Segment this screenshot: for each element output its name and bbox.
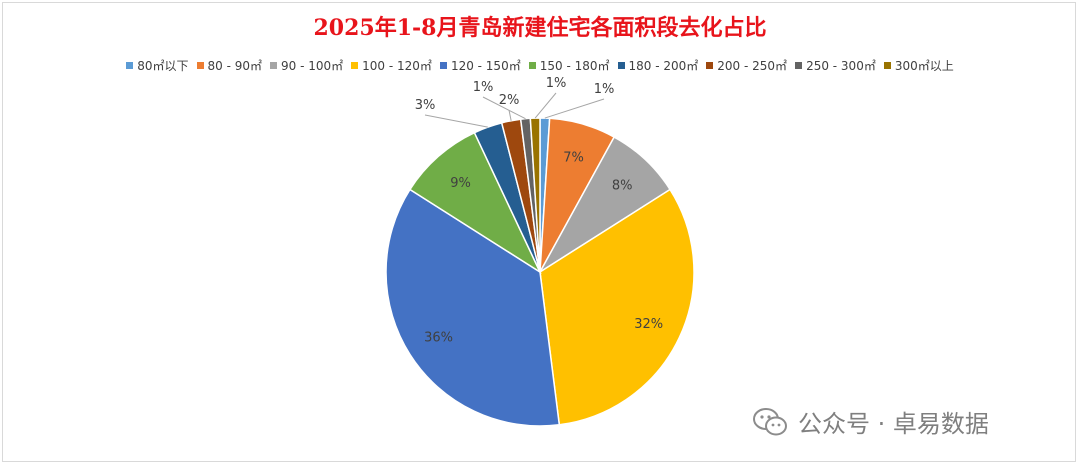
watermark: 公众号 · 卓易数据 — [752, 404, 989, 439]
pie-slice — [529, 117, 541, 273]
legend-item: 200 - 250㎡ — [706, 57, 787, 74]
legend-swatch — [883, 62, 891, 69]
slice-label: 1% — [594, 82, 615, 97]
watermark-text: 公众号 · 卓易数据 — [798, 410, 989, 438]
leader-line — [508, 109, 512, 121]
legend-item: 150 - 180㎡ — [528, 57, 610, 74]
legend-swatch — [617, 62, 625, 69]
legend-label: 250 - 300㎡ — [806, 59, 876, 73]
legend-item: 180 - 200㎡ — [617, 57, 699, 74]
slice-label: 2% — [499, 93, 520, 108]
wechat-icon — [753, 407, 787, 435]
slice-label: 7% — [563, 151, 584, 166]
legend-swatch — [528, 62, 536, 69]
legend-label: 200 - 250㎡ — [717, 59, 788, 73]
legend-label: 90 - 100㎡ — [281, 59, 344, 73]
legend-swatch — [795, 62, 803, 69]
pie-slice — [539, 188, 695, 426]
slice-label: 3% — [415, 98, 436, 113]
legend-item: 100 - 120㎡ — [351, 57, 432, 74]
legend-label: 150 - 180㎡ — [539, 59, 610, 73]
legend-swatch — [439, 62, 447, 69]
chart-legend: 80㎡以下 80 - 90㎡ 90 - 100㎡ 100 - 120㎡ 120 - 15… — [0, 57, 1080, 74]
legend-label: 80㎡以下 — [137, 59, 189, 73]
legend-item: 300㎡以上 — [883, 57, 954, 74]
legend-swatch — [196, 62, 204, 69]
legend-swatch — [126, 62, 134, 69]
legend-swatch — [706, 62, 714, 69]
legend-swatch — [270, 62, 278, 69]
legend-item: 250 - 300㎡ — [795, 57, 876, 74]
legend-swatch — [351, 62, 359, 69]
legend-label: 100 - 120㎡ — [362, 59, 432, 73]
pie-slice — [385, 188, 561, 427]
slice-label: 32% — [634, 317, 663, 332]
slice-label: 1% — [546, 76, 567, 91]
legend-label: 120 - 150㎡ — [450, 59, 521, 73]
legend-item: 80㎡以下 — [126, 57, 189, 74]
leader-line — [482, 96, 526, 120]
legend-item: 80 - 90㎡ — [196, 57, 263, 74]
leader-line — [544, 98, 605, 119]
legend-item: 120 - 150㎡ — [439, 57, 521, 74]
slice-label: 1% — [473, 80, 494, 95]
chart-title: 2025年1-8月青岛新建住宅各面积段去化占比 — [313, 15, 767, 41]
slice-label: 8% — [612, 178, 633, 193]
legend-label: 80 - 90㎡ — [207, 59, 263, 73]
slice-label: 9% — [450, 176, 471, 191]
leader-line — [534, 92, 557, 119]
legend-label: 180 - 200㎡ — [628, 59, 699, 73]
legend-item: 90 - 100㎡ — [270, 57, 343, 74]
leader-line — [424, 114, 488, 128]
pie-slice — [408, 131, 542, 275]
slice-label: 36% — [424, 330, 453, 345]
legend-label: 300㎡以上 — [894, 59, 954, 73]
